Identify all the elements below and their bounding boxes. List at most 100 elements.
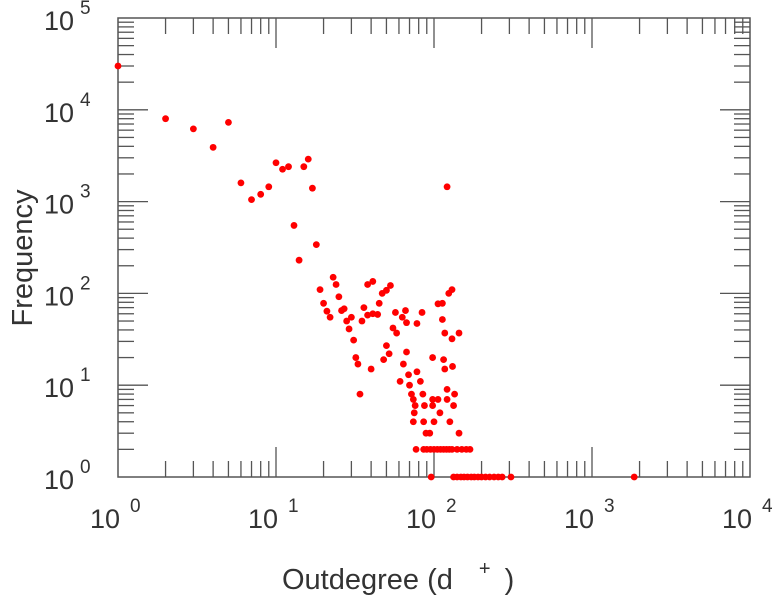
data-point: [408, 390, 415, 398]
data-point: [326, 313, 334, 321]
data-point: [304, 155, 312, 163]
x-axis-label-sup: +: [479, 558, 491, 580]
data-point: [335, 293, 343, 301]
data-point: [450, 402, 457, 409]
x-axis-label-close: ): [505, 564, 515, 596]
data-point: [455, 429, 463, 437]
data-point: [434, 396, 442, 403]
x-tick-exponent: 4: [762, 496, 773, 517]
data-point: [323, 307, 331, 315]
data-point: [396, 378, 404, 385]
data-point: [405, 371, 412, 379]
y-tick-label: 10: [44, 281, 74, 311]
data-point: [272, 159, 280, 167]
data-point: [285, 163, 292, 171]
x-tick-exponent: 2: [446, 496, 457, 517]
data-point: [426, 429, 434, 437]
data-point: [429, 402, 437, 409]
data-point: [419, 390, 427, 398]
data-point: [448, 445, 456, 453]
y-tick-exponent: 0: [80, 457, 91, 478]
data-point: [418, 309, 426, 316]
x-tick-label: 10: [722, 504, 752, 534]
y-tick-label: 10: [44, 98, 74, 128]
data-point: [421, 402, 428, 409]
data-point: [364, 311, 372, 319]
data-point: [347, 313, 355, 321]
data-point: [248, 196, 255, 204]
axis-ticks: [118, 18, 750, 477]
data-point: [413, 320, 421, 327]
y-tick-exponent: 4: [80, 90, 91, 111]
data-point: [300, 163, 308, 171]
data-point: [387, 282, 394, 289]
data-point: [402, 307, 409, 314]
data-point: [290, 222, 298, 229]
data-point: [429, 396, 437, 403]
data-point: [443, 386, 451, 393]
data-point: [350, 336, 358, 344]
data-point: [429, 354, 437, 361]
data-point: [383, 342, 390, 350]
data-point: [369, 278, 377, 285]
data-point: [343, 317, 351, 325]
data-point: [449, 363, 456, 370]
data-point: [364, 281, 372, 288]
data-point: [413, 368, 421, 376]
data-point: [320, 299, 327, 307]
data-point: [409, 396, 417, 403]
data-point: [265, 183, 273, 191]
data-point: [237, 179, 245, 187]
data-point: [257, 190, 265, 198]
data-point: [440, 356, 447, 364]
y-tick-label: 10: [44, 6, 74, 36]
data-point: [430, 418, 438, 426]
data-point: [385, 350, 393, 358]
data-point: [441, 329, 449, 337]
data-point: [225, 118, 232, 126]
data-point: [453, 445, 461, 453]
data-point: [345, 325, 353, 333]
data-point: [209, 143, 217, 151]
data-point: [374, 311, 382, 318]
x-tick-label: 10: [564, 504, 594, 534]
data-point: [427, 473, 435, 481]
data-point: [332, 281, 340, 288]
data-point: [448, 286, 456, 294]
data-point: [630, 473, 638, 481]
data-point: [411, 402, 419, 409]
x-tick-exponent: 1: [288, 496, 299, 517]
data-point: [389, 324, 397, 332]
x-tick-label: 10: [406, 504, 436, 534]
data-point: [295, 256, 303, 264]
y-tick-exponent: 5: [80, 0, 91, 19]
data-point: [356, 390, 364, 398]
x-tick-exponent: 0: [130, 496, 141, 517]
data-point: [162, 115, 169, 123]
y-tick-label: 10: [44, 465, 74, 495]
data-point: [448, 335, 456, 343]
data-point: [420, 418, 428, 426]
data-point: [436, 409, 444, 417]
data-point: [329, 273, 337, 281]
data-point: [309, 184, 316, 192]
y-tick-exponent: 1: [80, 365, 91, 386]
data-point: [451, 390, 458, 398]
data-point: [380, 356, 388, 364]
data-point: [416, 378, 424, 385]
data-point: [358, 317, 366, 325]
x-tick-label: 10: [248, 504, 278, 534]
y-tick-label: 10: [44, 373, 74, 403]
data-point: [367, 365, 375, 373]
data-point: [443, 396, 451, 403]
data-point: [498, 473, 506, 481]
y-tick-exponent: 3: [80, 182, 91, 203]
data-point: [507, 473, 515, 481]
data-point: [316, 286, 324, 294]
x-axis-label: Outdegree (d +): [282, 558, 514, 596]
data-point: [406, 381, 413, 389]
data-point: [114, 62, 122, 70]
data-point: [393, 329, 401, 337]
tick-labels: 10 0 10 1 10 2 10 3 10 4 10 0 10 1 10 2 10 3 10 4 10 5: [44, 0, 773, 534]
